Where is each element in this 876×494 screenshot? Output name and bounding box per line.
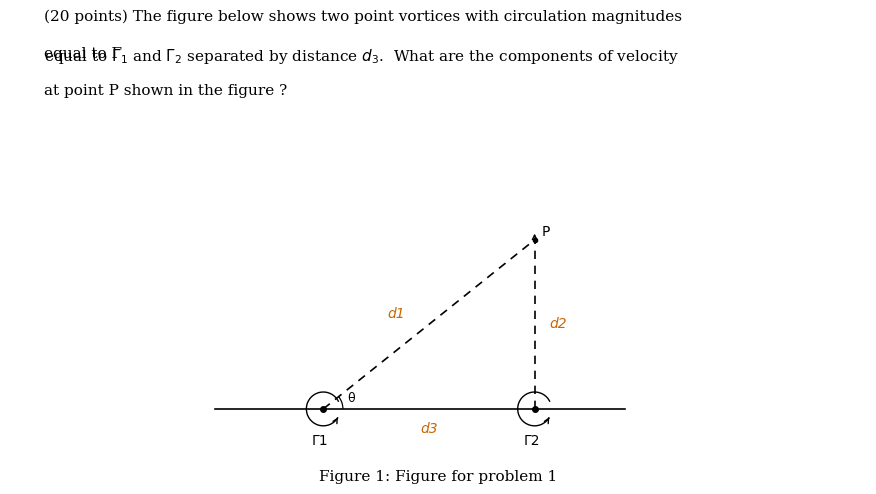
Text: P: P: [542, 225, 550, 239]
Text: d3: d3: [420, 422, 438, 436]
Text: d1: d1: [387, 307, 405, 322]
Text: Γ1: Γ1: [312, 434, 328, 448]
Text: d2: d2: [550, 317, 568, 331]
Text: at point P shown in the figure ?: at point P shown in the figure ?: [44, 84, 287, 98]
Text: (20 points) The figure below shows two point vortices with circulation magnitude: (20 points) The figure below shows two p…: [44, 10, 682, 24]
Text: Γ2: Γ2: [523, 434, 540, 448]
Text: equal to Γ: equal to Γ: [44, 47, 122, 61]
Text: Figure 1: Figure for problem 1: Figure 1: Figure for problem 1: [319, 470, 557, 484]
Text: θ: θ: [348, 392, 355, 405]
Text: equal to $\Gamma_1$ and $\Gamma_2$ separated by distance $d_3$.  What are the co: equal to $\Gamma_1$ and $\Gamma_2$ separ…: [44, 47, 679, 66]
